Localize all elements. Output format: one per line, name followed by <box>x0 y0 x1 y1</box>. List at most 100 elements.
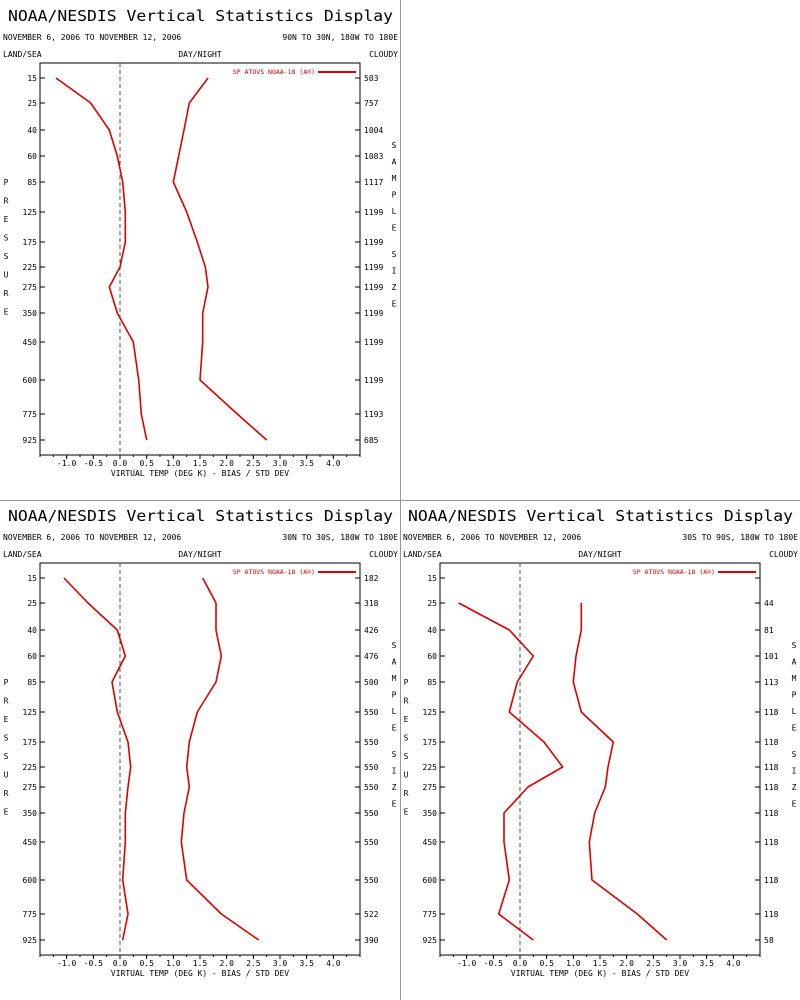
sample-axis-letter: Z <box>792 783 797 792</box>
land-sea-label: LAND/SEA <box>403 550 442 559</box>
pressure-tick-label: 275 <box>23 783 38 792</box>
x-tick-label: -0.5 <box>484 959 503 968</box>
pressure-tick-label: 25 <box>27 99 37 108</box>
pressure-tick-label: 350 <box>23 309 38 318</box>
pressure-tick-label: 15 <box>427 574 437 583</box>
sample-size-label: 550 <box>364 708 379 717</box>
x-tick-label: 4.0 <box>726 959 741 968</box>
x-tick-label: 4.0 <box>326 959 341 968</box>
sample-size-label: 118 <box>764 910 779 919</box>
std_dev-line <box>172 77 268 441</box>
sample-axis-letter: S <box>792 750 797 759</box>
pressure-tick-label: 450 <box>423 838 438 847</box>
sample-axis-letter: I <box>792 767 797 776</box>
sample-size-label: 1083 <box>364 152 383 161</box>
sample-size-label: 81 <box>764 626 774 635</box>
std_dev-line <box>180 577 260 941</box>
pressure-tick-label: 40 <box>27 626 37 635</box>
sample-size-label: 685 <box>364 436 379 445</box>
x-tick-label: 0.0 <box>513 959 528 968</box>
pressure-tick-label: 85 <box>27 678 37 687</box>
pressure-tick-label: 225 <box>423 763 438 772</box>
day-night-label: DAY/NIGHT <box>178 550 222 559</box>
x-tick-label: -0.5 <box>84 459 103 468</box>
sample-axis-letter: M <box>392 174 397 183</box>
sample-axis-letter: E <box>392 300 397 309</box>
plot-frame <box>439 562 761 956</box>
sample-axis-letter: M <box>792 674 797 683</box>
pressure-tick-label: 60 <box>427 652 437 661</box>
pressure-axis-letter: S <box>4 752 9 761</box>
sample-axis-letter: E <box>792 724 797 733</box>
sample-axis-letter: E <box>392 224 397 233</box>
pressure-axis-letter: E <box>404 715 409 724</box>
sample-axis-letter: A <box>392 158 397 167</box>
x-tick-label: -1.0 <box>457 959 476 968</box>
pressure-tick-label: 25 <box>27 599 37 608</box>
sample-axis-letter: S <box>392 141 397 150</box>
x-tick-label: 3.5 <box>699 959 714 968</box>
cloudy-label: CLOUDY <box>369 50 398 59</box>
sample-axis-letter: E <box>792 800 797 809</box>
sample-size-label: 118 <box>764 838 779 847</box>
pressure-axis-letter: S <box>4 252 9 261</box>
pressure-tick-label: 85 <box>427 678 437 687</box>
pressure-axis-letter: P <box>4 178 9 187</box>
day-night-label: DAY/NIGHT <box>578 550 622 559</box>
x-tick-label: 0.5 <box>539 959 554 968</box>
x-tick-label: 1.5 <box>593 959 608 968</box>
pressure-axis-letter: P <box>4 678 9 687</box>
sample-size-label: 476 <box>364 652 379 661</box>
sample-axis-letter: P <box>792 691 797 700</box>
pressure-axis-letter: U <box>404 771 409 780</box>
x-tick-label: 2.0 <box>219 959 234 968</box>
pressure-axis-letter: E <box>404 808 409 817</box>
legend-label: SP ATOVS NOAA-18 (A®) <box>633 568 715 576</box>
bias-line <box>63 577 132 941</box>
sample-size-label: 1199 <box>364 208 383 217</box>
x-tick-label: 4.0 <box>326 459 341 468</box>
sample-axis-letter: I <box>392 767 397 776</box>
sample-axis-letter: L <box>792 707 797 716</box>
sample-axis-letter: E <box>392 800 397 809</box>
date-range: NOVEMBER 6, 2006 TO NOVEMBER 12, 2006 <box>403 533 581 542</box>
sample-axis-letter: M <box>392 674 397 683</box>
sample-size-label: 101 <box>764 652 779 661</box>
land-sea-label: LAND/SEA <box>3 550 42 559</box>
date-range: NOVEMBER 6, 2006 TO NOVEMBER 12, 2006 <box>3 533 181 542</box>
pressure-axis-letter: P <box>404 678 409 687</box>
sample-size-label: 550 <box>364 838 379 847</box>
x-axis-title: VIRTUAL TEMP (DEG K) - BIAS / STD DEV <box>111 969 289 978</box>
pressure-tick-label: 600 <box>23 876 38 885</box>
legend-label: SP ATOVS NOAA-18 (A®) <box>233 568 315 576</box>
pressure-tick-label: 125 <box>23 208 38 217</box>
panel-title: NOAA/NESDIS Vertical Statistics Display <box>8 7 393 25</box>
pressure-axis-letter: R <box>4 197 9 206</box>
legend-label: SP ATOVS NOAA-18 (A®) <box>233 68 315 76</box>
sample-size-label: 1199 <box>364 309 383 318</box>
sample-size-label: 426 <box>364 626 379 635</box>
bias-line <box>458 602 564 941</box>
pressure-tick-label: 85 <box>27 178 37 187</box>
pressure-tick-label: 25 <box>427 599 437 608</box>
sample-size-label: 182 <box>364 574 379 583</box>
x-tick-label: 0.5 <box>139 959 154 968</box>
sample-size-label: 1199 <box>364 238 383 247</box>
cloudy-label: CLOUDY <box>369 550 398 559</box>
pressure-tick-label: 450 <box>23 338 38 347</box>
sample-size-label: 550 <box>364 809 379 818</box>
x-tick-label: -1.0 <box>57 459 76 468</box>
sample-size-label: 1117 <box>364 178 383 187</box>
plot-frame <box>39 62 361 456</box>
sample-size-label: 118 <box>764 763 779 772</box>
x-tick-label: -0.5 <box>84 959 103 968</box>
x-axis-title: VIRTUAL TEMP (DEG K) - BIAS / STD DEV <box>511 969 689 978</box>
pressure-tick-label: 225 <box>23 763 38 772</box>
sample-size-label: 390 <box>364 936 379 945</box>
pressure-axis-letter: S <box>404 734 409 743</box>
pressure-axis-letter: E <box>4 808 9 817</box>
pressure-axis-letter: R <box>404 697 409 706</box>
bias-line <box>55 77 148 441</box>
x-tick-label: 2.0 <box>219 459 234 468</box>
